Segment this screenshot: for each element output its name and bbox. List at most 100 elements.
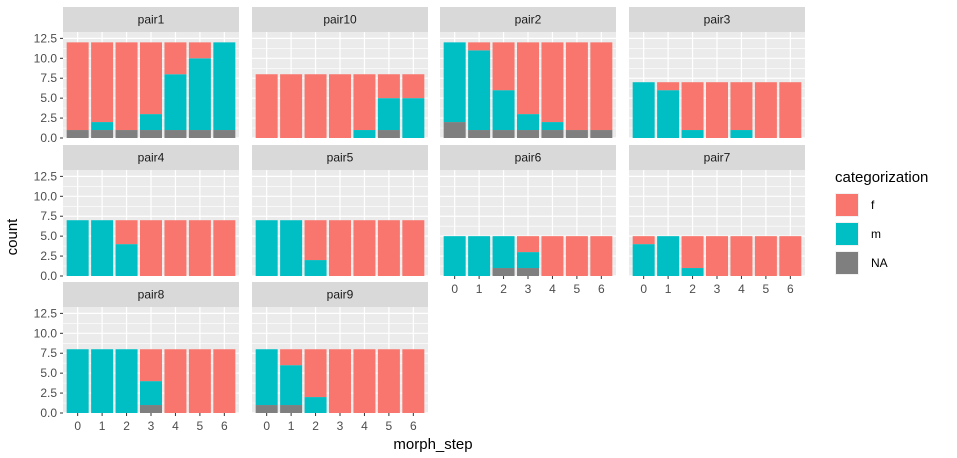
- facet-panel-pair3: pair3: [629, 7, 805, 139]
- bar-segment-f: [329, 220, 351, 276]
- facet-panels: pair1 pair10 pair2 pair3 pair4 pair5 pair6 pair…: [63, 7, 805, 414]
- bar-segment-na: [213, 130, 236, 138]
- y-tick-label: 5.0: [40, 229, 57, 243]
- x-tick-label: 6: [598, 282, 605, 296]
- bar-segment-f: [730, 236, 753, 276]
- bar-segment-m: [517, 114, 539, 131]
- bar-segment-m: [188, 58, 211, 131]
- bar-segment-f: [730, 82, 753, 131]
- facet-strip-label: pair8: [138, 288, 165, 302]
- legend-key-m: [836, 223, 858, 245]
- bar-segment-m: [91, 122, 114, 131]
- x-tick-label: 3: [148, 419, 155, 433]
- bar-segment-na: [377, 130, 400, 138]
- bar-segment-m: [280, 220, 303, 276]
- x-tick-label: 3: [714, 282, 721, 296]
- bar-segment-f: [304, 220, 327, 261]
- bar-segment-f: [304, 74, 327, 138]
- bar-segment-m: [541, 122, 564, 131]
- bar-segment-m: [115, 349, 138, 413]
- bar-segment-na: [517, 268, 539, 276]
- facet-strip: [63, 145, 239, 170]
- bar-segment-m: [492, 90, 515, 131]
- bar-segment-f: [402, 349, 425, 413]
- x-tick-label: 2: [689, 282, 696, 296]
- facet-strip: [629, 145, 805, 170]
- bar-segment-f: [164, 220, 187, 276]
- bar-segment-na: [517, 130, 539, 138]
- bar-segment-na: [280, 405, 303, 413]
- bar-segment-na: [164, 130, 187, 138]
- facet-strip-label: pair3: [704, 13, 731, 27]
- facet-strip: [63, 7, 239, 32]
- bar-segment-f: [66, 42, 89, 131]
- x-tick-label: 6: [787, 282, 794, 296]
- bar-segment-m: [468, 50, 491, 131]
- facet-strip: [440, 145, 616, 170]
- y-tick-label: 0.0: [40, 406, 57, 420]
- bar-segment-f: [304, 349, 327, 398]
- bar-segment-m: [91, 220, 114, 276]
- legend-label-f: f: [871, 198, 875, 212]
- bar-segment-m: [377, 98, 400, 131]
- y-tick-label: 10.0: [34, 189, 58, 203]
- bar-segment-f: [590, 42, 613, 131]
- bar-segment-m: [443, 42, 466, 123]
- bar-segment-m: [304, 397, 327, 413]
- bar-segment-na: [140, 130, 162, 138]
- bar-segment-f: [115, 42, 138, 131]
- bar-segment-f: [115, 220, 138, 245]
- bar-segment-m: [353, 130, 376, 138]
- bar-segment-na: [443, 122, 466, 138]
- facet-strip-label: pair5: [327, 151, 354, 165]
- x-tick-label: 2: [500, 282, 507, 296]
- bar-segment-f: [213, 349, 236, 413]
- y-tick-label: 10.0: [34, 326, 58, 340]
- bar-segment-m: [468, 236, 491, 276]
- bar-segment-na: [255, 405, 278, 413]
- x-tick-label: 6: [221, 419, 228, 433]
- facet-panel-pair8: pair8: [63, 282, 239, 414]
- bar-segment-m: [632, 82, 655, 138]
- bar-segment-m: [66, 349, 89, 413]
- bar-segment-m: [681, 130, 704, 138]
- legend-key-na: [836, 252, 858, 274]
- bar-segment-f: [140, 349, 162, 382]
- bar-segment-f: [377, 220, 400, 276]
- x-tick-label: 1: [99, 419, 106, 433]
- legend-items: f m NA: [835, 193, 888, 275]
- bar-segment-f: [632, 236, 655, 245]
- x-tick-label: 4: [549, 282, 556, 296]
- bar-segment-na: [492, 268, 515, 276]
- bar-segment-f: [91, 42, 114, 123]
- x-tick-label: 5: [763, 282, 770, 296]
- bar-segment-f: [280, 349, 303, 366]
- bar-segment-f: [779, 82, 802, 138]
- x-tick-label: 4: [172, 419, 179, 433]
- bar-segment-f: [329, 74, 351, 138]
- bar-segment-m: [255, 220, 278, 276]
- bar-segment-f: [517, 42, 539, 115]
- x-tick-label: 1: [665, 282, 672, 296]
- bar-segment-f: [590, 236, 613, 276]
- facet-panel-pair10: pair10: [252, 7, 428, 139]
- y-tick-label: 5.0: [40, 91, 57, 105]
- bar-segment-m: [681, 268, 704, 276]
- bar-segment-f: [188, 220, 211, 276]
- y-tick-label: 7.5: [40, 346, 57, 360]
- axes: 0.02.55.07.510.012.50.02.55.07.510.012.5…: [34, 31, 794, 433]
- bar-segment-m: [213, 42, 236, 131]
- bar-segment-f: [255, 74, 278, 138]
- bar-segment-f: [329, 349, 351, 413]
- x-tick-label: 5: [386, 419, 393, 433]
- bar-segment-f: [706, 236, 728, 276]
- bar-segment-f: [706, 82, 728, 138]
- bar-segment-na: [91, 130, 114, 138]
- facet-panel-pair1: pair1: [63, 7, 239, 139]
- x-tick-label: 1: [288, 419, 295, 433]
- legend-label-m: m: [871, 227, 881, 241]
- bar-segment-f: [280, 74, 303, 138]
- bar-segment-m: [91, 349, 114, 413]
- x-tick-label: 5: [197, 419, 204, 433]
